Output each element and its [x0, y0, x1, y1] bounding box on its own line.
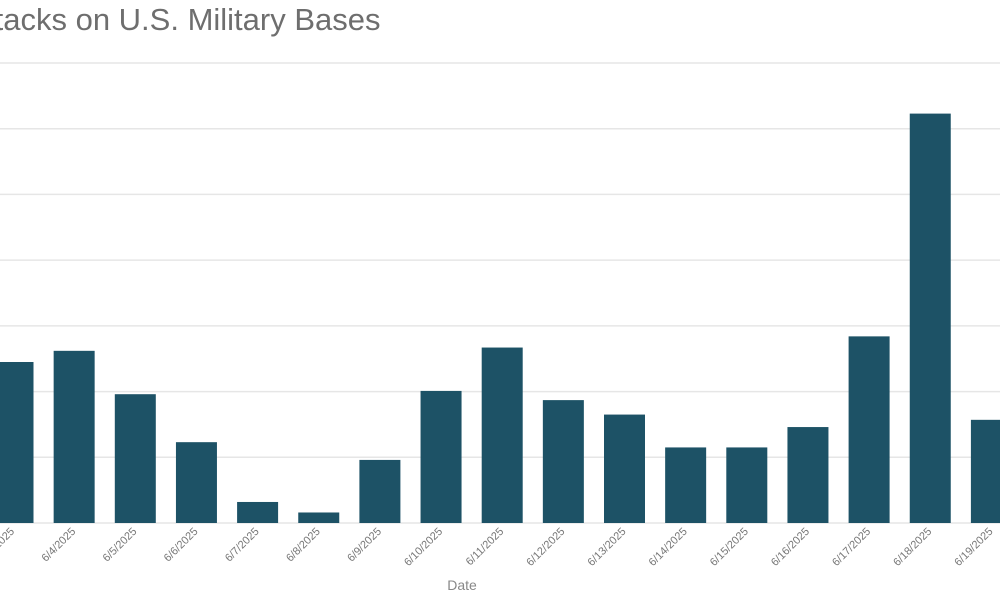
bar[interactable]	[604, 414, 645, 523]
bar[interactable]	[726, 447, 768, 523]
bar[interactable]	[665, 447, 707, 523]
bar[interactable]	[359, 459, 401, 523]
x-axis-title: Date	[447, 577, 477, 593]
x-tick-label: 6/11/2025	[464, 526, 507, 569]
bar[interactable]	[175, 442, 217, 523]
x-tick-label: 6/7/2025	[223, 526, 262, 565]
x-tick-label: 6/4/2025	[40, 526, 79, 565]
x-tick-label: 6/12/2025	[524, 526, 567, 569]
bar[interactable]	[481, 347, 523, 523]
x-tick-labels: 6/3/2025 6/4/2025 6/5/2025 6/6/2025 6/7/2025…	[0, 526, 996, 569]
x-tick-label: 6/10/2025	[402, 526, 445, 569]
x-tick-label: 6/15/2025	[708, 526, 751, 569]
chart-title: ttacks on U.S. Military Bases	[0, 2, 381, 37]
bar[interactable]	[114, 394, 156, 523]
x-tick-label: 6/16/2025	[769, 526, 812, 569]
x-tick-label: 6/14/2025	[647, 526, 690, 569]
x-tick-label: 6/6/2025	[162, 526, 201, 565]
bar[interactable]	[787, 427, 829, 523]
x-tick-label: 6/18/2025	[891, 526, 934, 569]
x-tick-label: 6/17/2025	[830, 526, 873, 569]
bar[interactable]	[0, 362, 34, 523]
bar[interactable]	[909, 113, 951, 523]
x-tick-label: 6/13/2025	[586, 526, 629, 569]
bar[interactable]	[237, 501, 279, 523]
bar[interactable]	[970, 419, 1000, 523]
x-tick-label: 6/9/2025	[345, 526, 384, 565]
bar[interactable]	[298, 512, 340, 523]
bar[interactable]	[542, 400, 584, 523]
x-tick-label: 6/3/2025	[0, 526, 17, 565]
bars	[0, 113, 1000, 523]
bar[interactable]	[420, 390, 462, 523]
x-tick-label: 6/19/2025	[952, 526, 995, 569]
bar[interactable]	[53, 350, 95, 523]
bar[interactable]	[848, 336, 890, 523]
x-tick-label: 6/5/2025	[101, 526, 140, 565]
x-tick-label: 6/8/2025	[284, 526, 323, 565]
